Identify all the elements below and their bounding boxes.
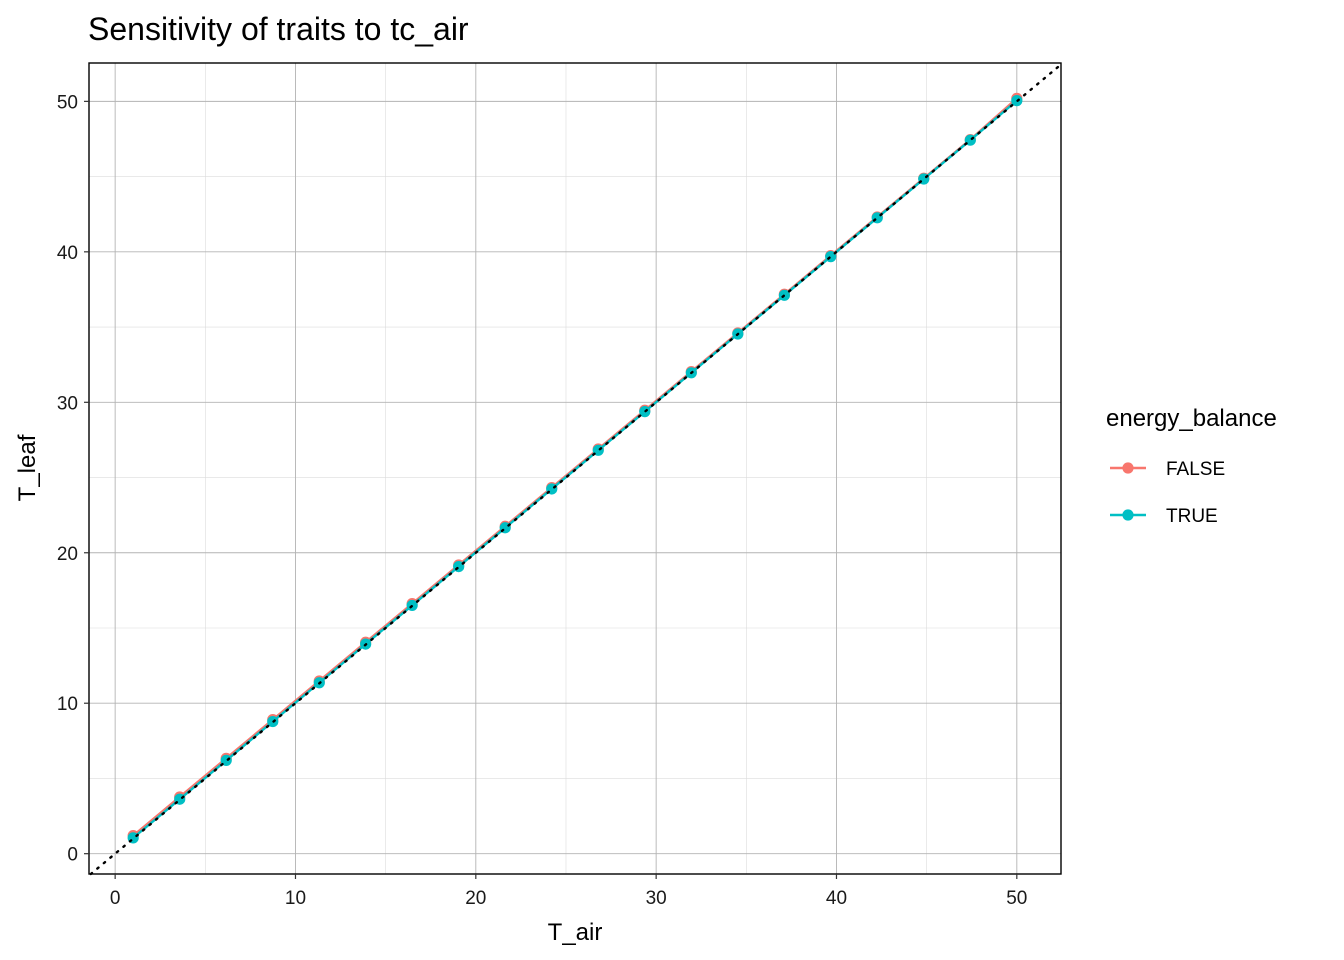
legend-title: energy_balance — [1106, 405, 1277, 432]
plot-panel-border — [88, 62, 1062, 875]
x-tick-label: 20 — [465, 888, 486, 909]
y-axis-ticks: 0 10 20 30 40 50 — [57, 92, 89, 866]
y-tick-label: 20 — [57, 544, 78, 565]
major-gridlines — [89, 63, 1061, 874]
identity-reference-line — [89, 63, 1063, 876]
legend-item-false: FALSE — [1110, 459, 1225, 480]
y-axis-title: T_leaf — [14, 434, 41, 501]
x-axis-ticks: 0 10 20 30 40 50 — [110, 874, 1027, 909]
legend-key-point — [1122, 509, 1134, 521]
y-tick-label: 30 — [57, 393, 78, 414]
x-tick-label: 50 — [1006, 888, 1027, 909]
y-tick-label: 40 — [57, 243, 78, 264]
chart-title: Sensitivity of traits to tc_air — [88, 11, 469, 47]
y-tick-label: 10 — [57, 694, 78, 715]
x-tick-label: 0 — [110, 888, 121, 909]
x-tick-label: 40 — [826, 888, 847, 909]
x-axis-title: T_air — [548, 919, 603, 946]
legend: energy_balance FALSE TRUE — [1106, 405, 1277, 527]
series-false — [127, 92, 1023, 842]
y-tick-label: 50 — [57, 92, 78, 113]
minor-gridlines — [89, 63, 1061, 874]
x-tick-label: 10 — [285, 888, 306, 909]
series-line-false — [132, 97, 1018, 837]
legend-item-true: TRUE — [1110, 506, 1218, 527]
legend-key-point — [1122, 462, 1134, 474]
legend-label: TRUE — [1166, 506, 1218, 527]
y-tick-label: 0 — [67, 845, 78, 866]
legend-items: FALSE TRUE — [1110, 459, 1225, 527]
x-tick-label: 30 — [646, 888, 667, 909]
legend-label: FALSE — [1166, 459, 1225, 480]
